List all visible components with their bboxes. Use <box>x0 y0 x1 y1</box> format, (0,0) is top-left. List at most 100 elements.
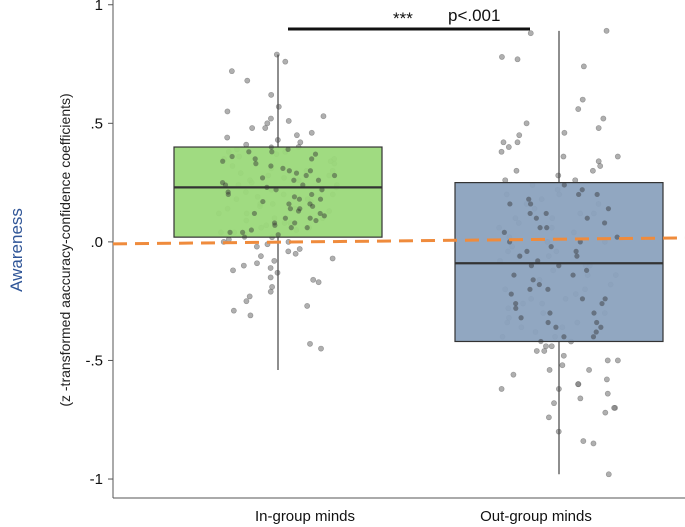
data-point <box>310 276 317 283</box>
data-point <box>614 153 621 160</box>
significance-bracket: *** p<.001 <box>288 6 530 31</box>
data-point-over-box <box>591 310 597 316</box>
data-point <box>586 367 592 373</box>
data-point-over-box <box>533 215 539 221</box>
data-point-over-box <box>527 286 533 292</box>
data-point-over-box <box>260 198 266 205</box>
data-point-over-box <box>543 210 549 217</box>
zero-reference-line <box>112 236 685 246</box>
data-point <box>551 400 557 407</box>
data-point-over-box <box>295 208 302 214</box>
y-tick-label: .0 <box>90 234 103 251</box>
data-point <box>559 362 566 369</box>
data-point-over-box <box>501 229 507 235</box>
data-point-over-box <box>576 191 582 198</box>
data-point-over-box <box>227 229 233 235</box>
data-point-over-box <box>527 210 533 217</box>
data-point-over-box <box>288 225 294 231</box>
data-point <box>513 167 520 174</box>
data-point <box>597 163 604 169</box>
data-point <box>498 386 505 392</box>
data-point-over-box <box>513 305 519 311</box>
data-point <box>560 352 567 359</box>
data-point <box>254 260 260 267</box>
data-point-over-box <box>273 187 279 193</box>
data-point-over-box <box>614 234 620 240</box>
data-point <box>285 248 292 255</box>
data-point <box>499 54 505 60</box>
data-point <box>602 409 609 416</box>
data-point <box>297 139 304 146</box>
data-point <box>548 343 555 350</box>
data-point-over-box <box>253 161 259 167</box>
data-point-over-box <box>579 296 586 302</box>
axes <box>112 0 685 499</box>
data-point <box>533 348 540 354</box>
data-point-over-box <box>584 215 590 221</box>
data-point-over-box <box>291 194 298 200</box>
data-point <box>247 312 254 319</box>
data-point-over-box <box>285 146 291 152</box>
data-point-over-box <box>251 210 258 217</box>
data-point-over-box <box>317 210 323 217</box>
data-point-over-box <box>537 225 543 231</box>
data-point <box>268 91 275 98</box>
data-point-over-box <box>219 180 226 186</box>
data-point-over-box <box>300 182 306 188</box>
boxes <box>173 30 664 475</box>
data-point-over-box <box>511 272 517 278</box>
data-point-over-box <box>527 201 534 207</box>
data-point-over-box <box>561 334 567 340</box>
data-point-over-box <box>220 158 226 164</box>
data-point <box>267 274 274 281</box>
data-point <box>230 267 236 274</box>
data-point-over-box <box>275 232 281 238</box>
data-point <box>546 367 553 373</box>
data-point-over-box <box>313 217 319 224</box>
data-point-over-box <box>513 300 519 307</box>
data-point-over-box <box>315 177 322 183</box>
data-point-over-box <box>574 253 580 259</box>
data-point <box>575 106 582 112</box>
data-point <box>595 158 602 165</box>
data-point <box>589 167 596 174</box>
data-point-over-box <box>593 329 599 335</box>
data-point <box>590 440 597 447</box>
data-point-over-box <box>598 324 604 330</box>
y-tick-label: 1 <box>95 0 103 14</box>
data-point-over-box <box>248 227 255 233</box>
data-point <box>575 381 581 388</box>
data-point <box>224 108 231 115</box>
data-point-over-box <box>544 225 550 231</box>
data-point <box>514 139 521 146</box>
data-point <box>257 253 264 260</box>
data-point <box>320 113 327 120</box>
data-point-over-box <box>259 175 266 181</box>
data-point-over-box <box>282 215 288 221</box>
data-point <box>605 471 612 478</box>
data-point <box>516 132 523 139</box>
data-point-over-box <box>268 144 274 150</box>
data-point-over-box <box>553 324 559 330</box>
data-point <box>267 265 274 271</box>
data-point <box>577 395 584 402</box>
data-point <box>228 68 235 75</box>
data-point-over-box <box>528 263 535 269</box>
data-point-over-box <box>547 310 553 316</box>
data-point-over-box <box>579 187 585 193</box>
data-point-over-box <box>530 277 536 283</box>
data-point-over-box <box>225 191 231 198</box>
data-point-over-box <box>222 182 229 188</box>
data-point <box>611 404 618 411</box>
data-point-over-box <box>584 267 590 273</box>
data-point <box>498 148 505 155</box>
data-point-over-box <box>268 163 274 169</box>
data-point-over-box <box>319 187 325 193</box>
data-point-over-box <box>599 300 605 307</box>
data-point-over-box <box>303 172 309 179</box>
data-point-over-box <box>280 165 286 171</box>
data-point <box>580 63 587 70</box>
data-point <box>555 172 562 179</box>
box <box>173 146 383 238</box>
